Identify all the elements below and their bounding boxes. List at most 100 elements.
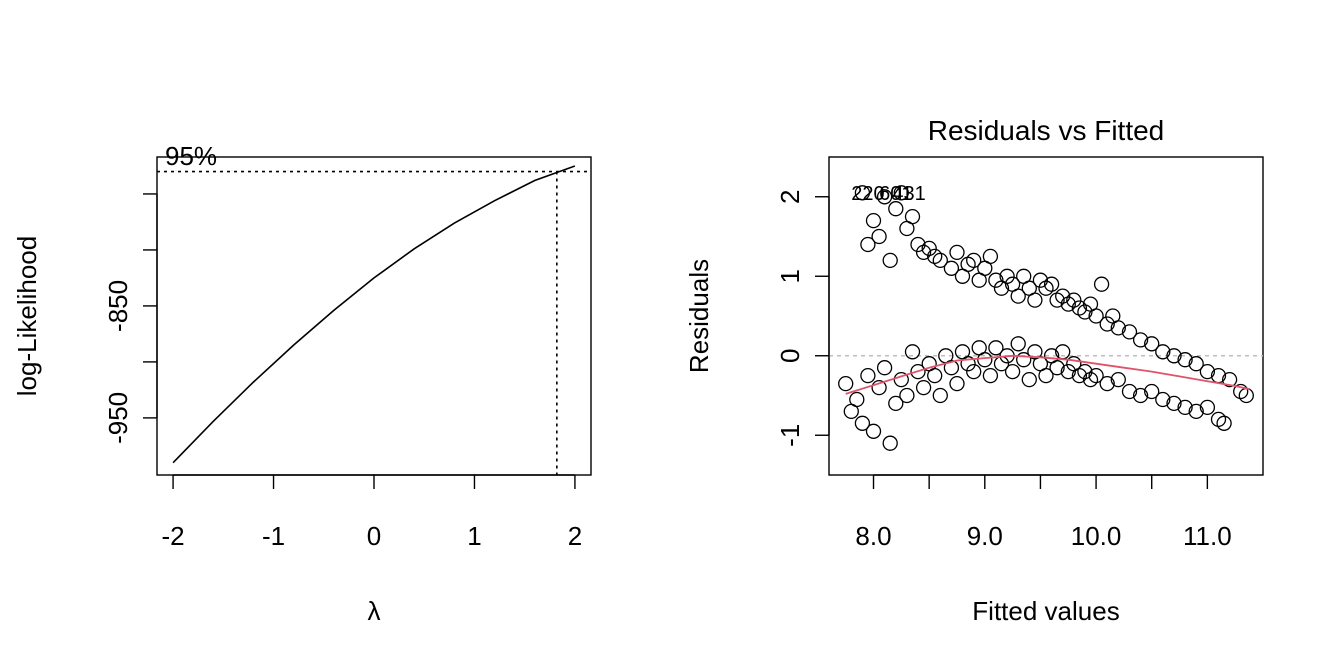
y-tick-label: 2 [775, 190, 805, 204]
data-point [1043, 276, 1060, 292]
data-point [1077, 363, 1093, 380]
x-tick-label: 11.0 [1183, 521, 1232, 551]
boxcox-panel: -2 -1 0 1 2 -950 -850 95% λ log-Likelihood [12, 141, 592, 626]
lowess-line [845, 354, 1250, 395]
point-label: 220 [851, 183, 884, 205]
data-point [854, 185, 871, 201]
scatter-points [838, 185, 1254, 451]
x-tick-label: 8.0 [855, 521, 891, 551]
data-point [1221, 371, 1238, 388]
data-point [927, 248, 943, 265]
data-point [1199, 363, 1216, 380]
data-point [1093, 276, 1110, 292]
data-point [977, 352, 993, 368]
x-tick-label: 2 [568, 521, 582, 551]
x-tick-label: 0 [367, 521, 381, 551]
data-point [1032, 272, 1049, 288]
chart-title: Residuals vs Fitted [928, 115, 1165, 146]
x-axis: 8.0 9.0 10.0 11.0 [855, 474, 1232, 551]
data-point [893, 185, 909, 201]
x-axis-label: Fitted values [972, 596, 1119, 626]
data-point [860, 236, 876, 253]
data-point [1021, 371, 1037, 388]
loglik-curve [172, 165, 576, 464]
x-tick-label: 9.0 [967, 521, 1003, 551]
data-point [1188, 356, 1204, 372]
data-point [882, 252, 898, 269]
data-point [1132, 387, 1149, 404]
data-point [1071, 300, 1088, 316]
y-axis-label: Residuals [684, 259, 714, 373]
data-point [871, 379, 887, 396]
data-point [1010, 336, 1026, 352]
data-point [1155, 391, 1171, 408]
data-point [982, 248, 999, 265]
x-tick-label: -1 [262, 521, 285, 551]
data-point [1027, 292, 1043, 308]
data-point [1055, 288, 1071, 304]
data-point [910, 236, 926, 253]
y-axis-label: log-Likelihood [12, 236, 42, 396]
data-point [1166, 348, 1182, 364]
data-point [1088, 308, 1104, 324]
data-point [982, 367, 999, 384]
residuals-panel: Residuals vs Fitted 8.0 9.0 10.0 11.0 -1 0 1 2… [684, 115, 1264, 626]
y-axis: -1 0 1 2 [775, 190, 830, 447]
data-point [960, 356, 976, 372]
data-point [854, 415, 871, 431]
data-point [988, 340, 1004, 356]
y-tick-label: -950 [103, 392, 133, 444]
data-point [966, 252, 982, 269]
x-tick-label: -2 [162, 521, 185, 551]
data-point [1004, 363, 1021, 380]
data-point [943, 360, 960, 376]
data-point [988, 272, 1004, 288]
data-point [943, 260, 960, 276]
ci-label: 95% [165, 141, 217, 171]
data-point [915, 379, 932, 396]
data-point [1099, 316, 1115, 332]
data-point [932, 252, 948, 269]
data-point [949, 375, 965, 392]
data-point [860, 367, 876, 384]
y-tick-label: -850 [103, 280, 133, 332]
data-point [893, 371, 909, 388]
data-point [888, 395, 904, 412]
data-point [1155, 344, 1171, 360]
data-point [927, 367, 943, 384]
point-label: 431 [892, 183, 925, 205]
data-point [904, 208, 921, 225]
data-point [1016, 352, 1032, 368]
data-point [966, 363, 982, 380]
plot-lines [157, 165, 591, 475]
data-point [1166, 395, 1182, 412]
data-point [1144, 383, 1160, 400]
data-point [1144, 336, 1160, 352]
data-point [871, 228, 887, 245]
data-point [1188, 403, 1204, 420]
data-point [876, 189, 893, 205]
data-point [1077, 304, 1093, 320]
data-point [932, 387, 948, 404]
x-tick-label: 10.0 [1071, 521, 1122, 551]
data-point [1110, 371, 1126, 388]
data-point [1038, 280, 1054, 296]
smooth-line [845, 354, 1250, 395]
data-point [1177, 352, 1193, 368]
data-point [1177, 399, 1193, 416]
data-point [888, 201, 904, 217]
data-point [1121, 383, 1138, 400]
x-axis: -2 -1 0 1 2 [162, 474, 582, 551]
y-axis: -950 -850 [103, 193, 158, 444]
data-point [1038, 367, 1054, 384]
data-point [1110, 320, 1126, 336]
data-point [1199, 399, 1216, 416]
x-tick-label: 1 [467, 521, 481, 551]
data-point [1099, 375, 1115, 392]
data-point [1071, 367, 1088, 384]
data-point [910, 363, 926, 380]
data-point [849, 391, 865, 408]
data-point [899, 387, 915, 404]
data-point [1049, 360, 1065, 376]
